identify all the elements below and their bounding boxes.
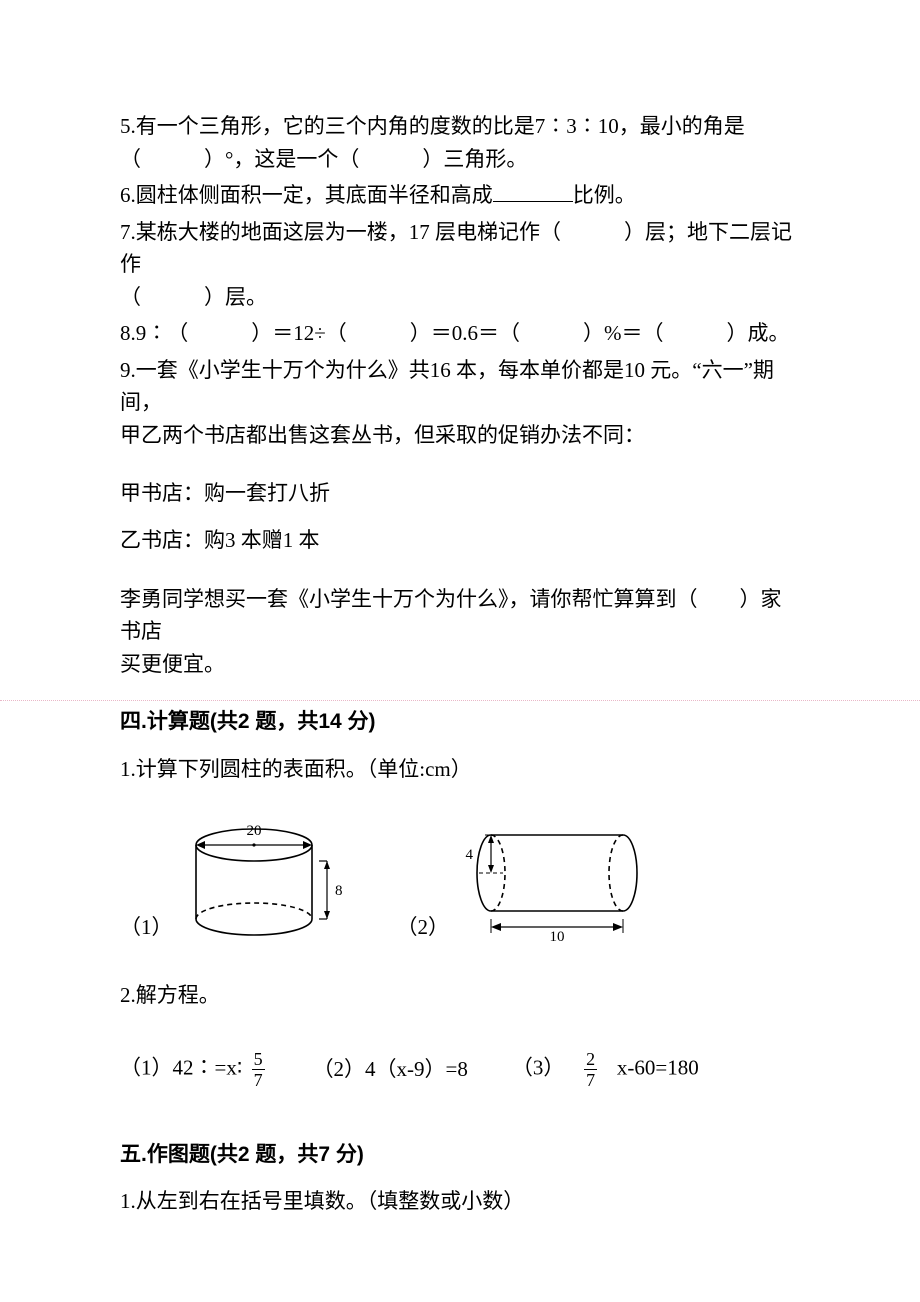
eq3-frac-den: 7 [584,1069,597,1089]
fig2-top-label: 4 [466,847,474,863]
eq2: （2）4（x-9）=8 [313,1053,468,1086]
q5-line1: 5.有一个三角形，它的三个内角的度数的比是7∶3∶10，最小的角是 [120,110,800,143]
sec4-q2: 2.解方程。 [120,979,800,1012]
q9-line1: 9.一套《小学生十万个为什么》共16 本，每本单价都是10 元。“六一”期间， [120,354,800,419]
q9-ask-a: 李勇同学想买一套《小学生十万个为什么》，请你帮忙算算到（ ）家书店 [120,583,800,648]
eq3-text-b: x-60=180 [617,1055,699,1079]
eq1-frac-num: 5 [252,1050,265,1069]
eq1: （1）42∶=x∶ 5 7 [120,1050,269,1089]
sec5-q1: 1.从左到右在括号里填数。（填整数或小数） [120,1185,800,1218]
section-5-heading: 五.作图题(共2 题，共7 分) [120,1139,800,1172]
eq3-text-a: （3） [512,1055,565,1079]
eq3-fraction: 2 7 [584,1050,597,1089]
q6-blank [493,180,573,202]
q9-ask-b: 买更便宜。 [120,648,800,681]
eq1-text: （1）42∶=x∶ [120,1055,242,1079]
figure-1-label: （1） [120,911,173,944]
eq1-fraction: 5 7 [252,1050,265,1089]
cylinder-diagram-1: 20 8 [179,823,349,943]
figure-2-wrap: （2） 4 10 [397,823,656,943]
cylinder-diagram-2: 4 10 [455,823,655,943]
fig1-top-label: 20 [246,823,261,839]
q9-shop-a: 甲书店：购一套打八折 [120,477,800,510]
figure-1-wrap: （1） 20 8 [120,823,349,943]
q6-text-b: 比例。 [573,183,636,207]
section-4-heading: 四.计算题(共2 题，共14 分) [120,706,800,739]
q6-text-a: 6.圆柱体侧面积一定，其底面半径和高成 [120,183,493,207]
fig1-side-label: 8 [335,883,343,899]
eq3-frac-num: 2 [584,1050,597,1069]
q8-line: 8.9∶（ ）＝12÷（ ）＝0.6＝（ ）%＝（ ）成。 [120,317,800,350]
cylinder-figures-row: （1） 20 8 （2） [120,823,800,943]
eq3: （3） 2 7 x-60=180 [512,1050,699,1089]
q7-line1: 7.某栋大楼的地面这层为一楼，17 层电梯记作（ ）层；地下二层记作 [120,216,800,281]
q7-line2: （ ）层。 [120,281,800,314]
eq1-frac-den: 7 [252,1069,265,1089]
q6-line: 6.圆柱体侧面积一定，其底面半径和高成 比例。 [120,179,800,212]
sec4-q1: 1.计算下列圆柱的表面积。（单位:cm） [120,753,800,786]
q9-shop-b: 乙书店：购3 本赠1 本 [120,524,800,557]
equations-row: （1）42∶=x∶ 5 7 （2）4（x-9）=8 （3） 2 7 x-60=1… [120,1050,800,1089]
figure-2-label: （2） [397,911,450,944]
fig2-bottom-label: 10 [550,929,565,943]
q5-line2: （ ）°，这是一个（ ）三角形。 [120,143,800,176]
q9-line2: 甲乙两个书店都出售这套丛书，但采取的促销办法不同： [120,419,800,452]
